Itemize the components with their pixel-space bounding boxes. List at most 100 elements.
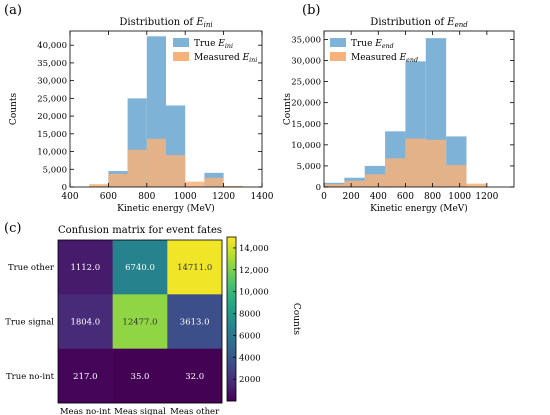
colorbar-segment-17 xyxy=(227,351,236,355)
heatmap-cell-label-r1-c2: 3613.0 xyxy=(180,318,210,328)
x-tick-label-b-2: 400 xyxy=(370,192,387,202)
hist-bar-b-s1-b3 xyxy=(385,158,406,187)
hist-bar-b-s1-b0 xyxy=(324,184,345,187)
y-axis-label-a: Counts xyxy=(9,93,19,126)
colorbar-tick-label-1: 4000 xyxy=(239,353,261,363)
heatmap-row-label-1: True signal xyxy=(5,318,54,328)
colorbar-segment-4 xyxy=(227,387,236,391)
x-tick-label-b-6: 1200 xyxy=(475,192,498,202)
heatmap-cell-r0-c1 xyxy=(112,240,168,295)
x-tick-label-a-1: 600 xyxy=(100,192,117,202)
y-tick-label-a-8: 40,000 xyxy=(37,41,67,51)
y-tick-label-a-0: 0 xyxy=(62,183,67,193)
hist-bar-b-s1-b1 xyxy=(344,180,365,187)
colorbar-segment-9 xyxy=(227,373,236,377)
colorbar-segment-0 xyxy=(227,398,236,402)
plot-frame-a xyxy=(69,30,263,188)
colorbar-segment-57 xyxy=(227,242,236,246)
colorbar-segment-21 xyxy=(227,340,236,344)
colorbar-segment-24 xyxy=(227,332,236,336)
heatmap-cell-r1-c0 xyxy=(58,294,113,349)
colorbar-segment-11 xyxy=(227,368,236,372)
hist-bar-b-s1-b7 xyxy=(466,183,487,187)
legend-swatch-b-0 xyxy=(330,38,346,47)
heatmap-col-label-0: Meas no-int xyxy=(60,407,112,415)
x-tick-label-a-4: 1200 xyxy=(212,192,235,202)
hist-bar-b-s1-b6 xyxy=(446,165,467,187)
colorbar-segment-5 xyxy=(227,384,236,388)
colorbar-segment-8 xyxy=(227,376,236,380)
legend-label-a-0: True Eini xyxy=(194,39,233,50)
x-tick-label-b-5: 1000 xyxy=(448,192,471,202)
colorbar-segment-37 xyxy=(227,297,236,301)
legend-swatch-a-1 xyxy=(173,52,189,61)
colorbar-segment-41 xyxy=(227,286,236,290)
heatmap-cell-r2-c1 xyxy=(112,348,168,404)
colorbar-segment-42 xyxy=(227,283,236,287)
colorbar-segment-16 xyxy=(227,354,236,358)
colorbar-segment-14 xyxy=(227,360,236,364)
colorbar-segment-33 xyxy=(227,308,236,312)
heatmap-cell-label-r2-c1: 35.0 xyxy=(131,372,150,382)
legend-label-a-1: Measured Eini xyxy=(194,53,257,64)
heatmap-cell-label-r1-c0: 1804.0 xyxy=(70,318,100,328)
colorbar-segment-35 xyxy=(227,302,236,306)
hist-bar-b-s1-b5 xyxy=(425,139,447,187)
colorbar-segment-13 xyxy=(227,362,236,366)
hist-bar-b-s1-b4 xyxy=(405,138,426,187)
colorbar-segment-34 xyxy=(227,305,236,309)
colorbar-segment-56 xyxy=(227,245,236,249)
colorbar-segment-3 xyxy=(227,390,236,394)
y-tick-label-b-3: 15,000 xyxy=(291,120,321,130)
y-tick-label-a-1: 5,000 xyxy=(43,165,67,175)
x-tick-label-b-3: 600 xyxy=(397,192,414,202)
colorbar-tick-label-0: 2000 xyxy=(239,375,261,385)
heatmap-cell-label-r2-c2: 32.0 xyxy=(185,372,204,382)
y-tick-label-b-0: 0 xyxy=(316,183,321,193)
hist-bar-a-s1-b0 xyxy=(89,184,109,187)
colorbar-segment-30 xyxy=(227,316,236,320)
heatmap-cell-label-r1-c1: 12477.0 xyxy=(122,318,157,328)
heatmap-frame xyxy=(57,239,223,404)
colorbar-segment-55 xyxy=(227,247,236,252)
colorbar-segment-39 xyxy=(227,291,236,295)
colorbar-segment-19 xyxy=(227,346,236,350)
y-tick-label-a-6: 30,000 xyxy=(37,77,67,87)
colorbar-segment-6 xyxy=(227,381,236,385)
colorbar-segment-47 xyxy=(227,269,236,273)
colorbar-segment-20 xyxy=(227,343,236,347)
colorbar-segment-52 xyxy=(227,256,236,260)
colorbar-segment-22 xyxy=(227,338,236,342)
y-axis-label-b: Counts xyxy=(283,93,293,126)
colorbar-segment-53 xyxy=(227,253,236,257)
heatmap-cell-r0-c2 xyxy=(167,240,223,295)
colorbar-frame xyxy=(226,236,237,402)
heatmap-cell-r1-c1 xyxy=(112,294,168,349)
colorbar-segment-32 xyxy=(227,310,236,314)
chart-title-a: Distribution of Eini xyxy=(119,17,212,29)
colorbar-segment-50 xyxy=(227,261,236,265)
colorbar-segment-59 xyxy=(227,237,236,241)
colorbar-segment-46 xyxy=(227,272,236,276)
y-tick-label-b-1: 5,000 xyxy=(297,162,321,172)
chart-title-b: Distribution of Eend xyxy=(370,17,468,29)
legend-swatch-a-0 xyxy=(173,38,189,47)
x-tick-label-a-3: 1000 xyxy=(174,192,197,202)
y-tick-label-b-5: 25,000 xyxy=(291,78,321,88)
heatmap-cell-r1-c2 xyxy=(167,294,223,349)
panel-label-b: (b) xyxy=(302,3,320,18)
hist-bar-a-s1-b2 xyxy=(127,149,147,187)
y-tick-label-b-6: 30,000 xyxy=(291,57,321,67)
colorbar-segment-26 xyxy=(227,327,236,331)
colorbar-segment-10 xyxy=(227,370,236,375)
x-tick-label-a-0: 400 xyxy=(61,192,78,202)
hist-bar-a-s1-b1 xyxy=(108,173,128,187)
colorbar-segment-58 xyxy=(227,239,236,243)
legend-label-b-0: True Eend xyxy=(351,39,394,50)
colorbar-segment-23 xyxy=(227,335,236,339)
x-tick-label-a-5: 1400 xyxy=(251,192,274,202)
colorbar-segment-28 xyxy=(227,321,236,325)
colorbar-tick-label-3: 8000 xyxy=(239,310,261,320)
hist-bar-a-s1-b5 xyxy=(185,181,205,187)
